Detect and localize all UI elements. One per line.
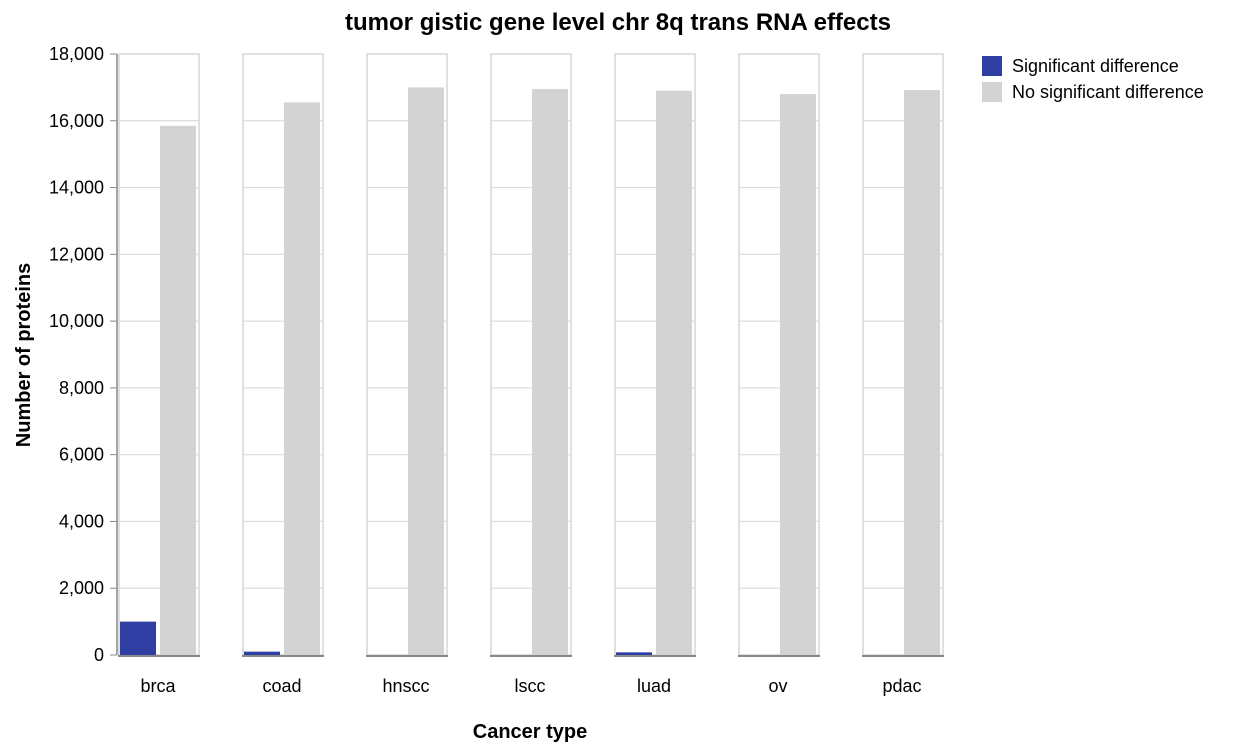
y-tick-label: 14,000	[49, 178, 104, 198]
facet-pdac: pdac	[862, 53, 944, 696]
y-axis-title: Number of proteins	[13, 263, 35, 447]
x-tick-label: ov	[768, 676, 787, 696]
bar-no-significant-difference-pdac	[904, 90, 940, 655]
facet-luad: luad	[614, 53, 696, 696]
x-axis-title: Cancer type	[473, 721, 588, 743]
x-tick-label: hnscc	[382, 676, 429, 696]
legend-swatch-no-significant-difference	[982, 82, 1002, 102]
facet-coad: coad	[242, 53, 324, 696]
x-tick-label: coad	[262, 676, 301, 696]
bar-no-significant-difference-brca	[160, 125, 196, 655]
y-tick-label: 18,000	[49, 44, 104, 64]
x-tick-label: lscc	[515, 676, 546, 696]
bar-significant-difference-brca	[120, 621, 156, 655]
y-tick-label: 8,000	[59, 378, 104, 398]
facet-lscc: lscc	[490, 53, 572, 696]
legend: Significant difference No significant dif…	[982, 56, 1204, 102]
legend-label-no-significant-difference: No significant difference	[1012, 82, 1204, 102]
y-tick-label: 10,000	[49, 311, 104, 331]
bar-no-significant-difference-coad	[284, 102, 320, 656]
bar-no-significant-difference-hnscc	[408, 87, 444, 655]
y-tick-label: 16,000	[49, 111, 104, 131]
y-tick-label: 2,000	[59, 578, 104, 598]
bar-significant-difference-coad	[244, 651, 280, 655]
bar-no-significant-difference-ov	[780, 94, 816, 656]
facet-brca: brca	[118, 53, 200, 696]
x-tick-label: luad	[637, 676, 671, 696]
y-tick-label: 4,000	[59, 511, 104, 531]
bar-no-significant-difference-lscc	[532, 89, 568, 655]
legend-label-significant-difference: Significant difference	[1012, 56, 1179, 76]
bar-significant-difference-luad	[616, 652, 652, 655]
plot-area: 0 2,000 4,000 6,000 8,000 10,000 12,000 14,000 1…	[49, 44, 944, 696]
y-tick-label: 12,000	[49, 244, 104, 264]
y-tick-label: 0	[94, 645, 104, 665]
x-tick-label: pdac	[882, 676, 921, 696]
y-tick-label: 6,000	[59, 445, 104, 465]
bar-no-significant-difference-luad	[656, 90, 692, 655]
legend-swatch-significant-difference	[982, 56, 1002, 76]
facet-ov: ov	[738, 53, 820, 696]
x-tick-label: brca	[140, 676, 176, 696]
facet-hnscc: hnscc	[366, 53, 448, 696]
chart-title: tumor gistic gene level chr 8q trans RNA…	[345, 9, 891, 36]
